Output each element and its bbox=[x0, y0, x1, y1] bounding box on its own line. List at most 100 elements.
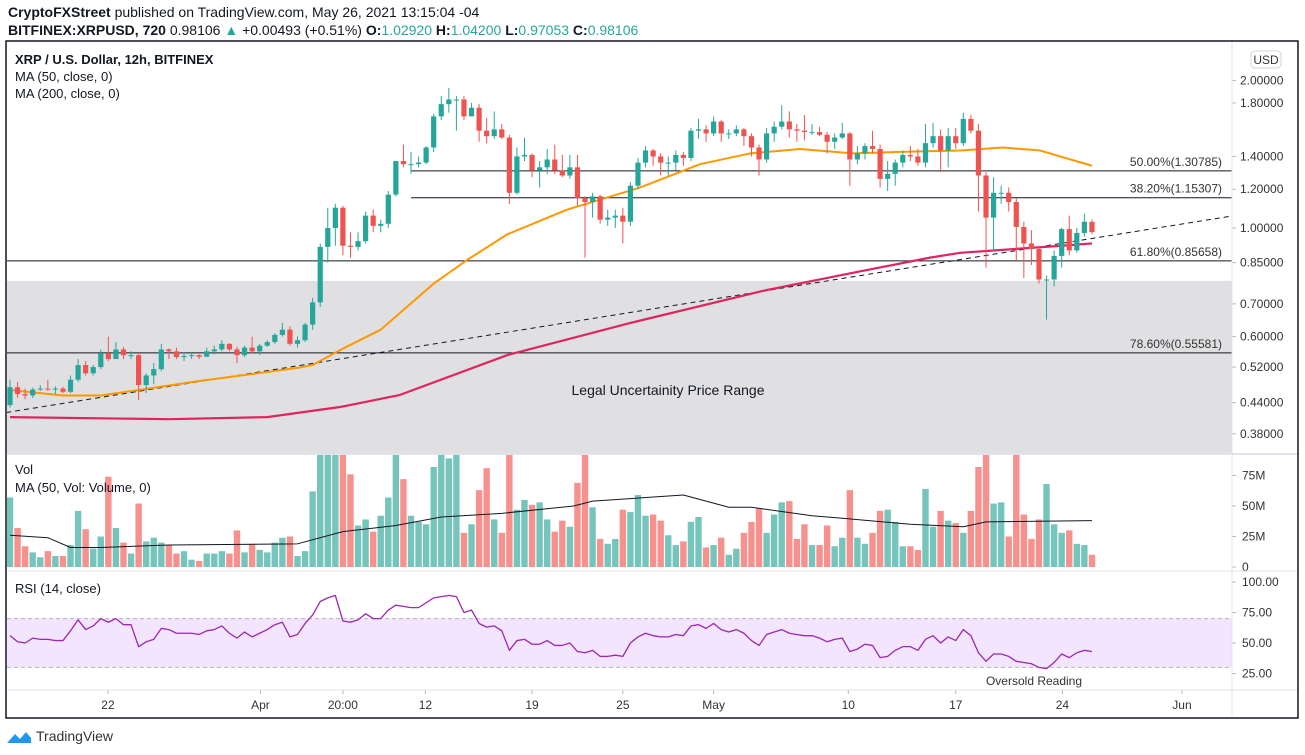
candle bbox=[552, 144, 558, 174]
candle bbox=[438, 96, 444, 121]
volume-bar bbox=[377, 515, 384, 567]
volume-bar bbox=[256, 549, 263, 567]
candle-body bbox=[892, 162, 898, 174]
volume-bar bbox=[627, 512, 634, 567]
candle bbox=[128, 351, 134, 360]
candle-body bbox=[120, 349, 127, 356]
published-text: published on TradingView.com, May 26, 20… bbox=[114, 4, 480, 20]
candle bbox=[771, 121, 777, 142]
legend-ma200[interactable]: MA (200, close, 0) bbox=[15, 86, 120, 101]
candle-body bbox=[143, 375, 149, 386]
volume-bar bbox=[884, 509, 891, 567]
chart-frame bbox=[5, 40, 1299, 719]
candle-body bbox=[453, 99, 459, 101]
candle bbox=[355, 232, 361, 251]
volume-bar bbox=[665, 535, 672, 567]
volume-bar bbox=[642, 515, 649, 567]
candle-body bbox=[794, 129, 800, 131]
candle bbox=[249, 336, 255, 354]
open-label: O: bbox=[365, 22, 382, 38]
time-axis-label: 10 bbox=[842, 698, 856, 712]
volume-bar bbox=[997, 502, 1005, 567]
price-axis-label: 0.44000 bbox=[1240, 396, 1284, 410]
candle-body bbox=[854, 153, 860, 160]
legend-vol[interactable]: Vol bbox=[15, 462, 33, 477]
volume-bar bbox=[543, 519, 551, 567]
volume-axis-label: 50M bbox=[1242, 499, 1265, 513]
price-axis-label: 0.85000 bbox=[1240, 256, 1284, 270]
volume-bar bbox=[271, 542, 279, 567]
volume-bar bbox=[369, 531, 377, 567]
currency-badge[interactable] bbox=[1250, 50, 1282, 69]
candle bbox=[219, 340, 225, 352]
tradingview-logo[interactable]: TradingView bbox=[6, 728, 113, 744]
volume-bar bbox=[786, 501, 793, 567]
fib-label: 61.80%(0.85658) bbox=[1130, 245, 1222, 259]
candle-body bbox=[83, 365, 89, 374]
time-axis-label: 19 bbox=[525, 698, 539, 712]
volume-bar bbox=[339, 455, 347, 567]
candle bbox=[204, 347, 210, 358]
volume-bar bbox=[491, 519, 498, 567]
candle-body bbox=[499, 129, 505, 138]
volume-bar bbox=[695, 516, 702, 567]
candle bbox=[317, 243, 323, 307]
candle-body bbox=[355, 241, 361, 247]
candle bbox=[786, 111, 792, 138]
candle-body bbox=[1081, 221, 1087, 233]
candle-body bbox=[582, 198, 588, 203]
candle-body bbox=[695, 129, 702, 131]
candle-body bbox=[468, 107, 475, 117]
candle-body bbox=[605, 217, 611, 220]
volume-bar bbox=[619, 509, 627, 567]
volume-bar bbox=[150, 537, 157, 567]
candle-body bbox=[567, 167, 573, 176]
rsi-axis-label: 100.00 bbox=[1242, 575, 1279, 589]
candle bbox=[809, 124, 815, 135]
volume-bar bbox=[536, 502, 543, 567]
candle bbox=[1089, 219, 1095, 235]
candle bbox=[302, 322, 308, 343]
price-axis-label: 1.00000 bbox=[1240, 221, 1284, 235]
candle-body bbox=[45, 388, 51, 390]
candle-body bbox=[589, 196, 596, 203]
volume-bar bbox=[1043, 484, 1050, 567]
candle bbox=[642, 146, 649, 168]
zone-label: Legal Uncertainity Price Range bbox=[572, 382, 765, 398]
candle bbox=[695, 118, 702, 139]
volume-bar bbox=[52, 556, 59, 567]
candle bbox=[718, 120, 724, 142]
candle bbox=[484, 117, 490, 144]
volume-bar bbox=[657, 520, 664, 567]
legend-rsi[interactable]: RSI (14, close) bbox=[15, 581, 101, 596]
candle bbox=[756, 144, 762, 176]
candle-body bbox=[128, 355, 134, 357]
legend-vol-ma[interactable]: MA (50, Vol: Volume, 0) bbox=[15, 480, 151, 495]
candle-body bbox=[612, 215, 618, 218]
volume-bar bbox=[407, 515, 415, 567]
candle-body bbox=[839, 133, 845, 138]
volume-bar bbox=[324, 455, 331, 567]
candle bbox=[181, 352, 187, 362]
legend-ma50[interactable]: MA (50, close, 0) bbox=[15, 69, 113, 84]
volume-bar bbox=[922, 488, 929, 567]
price-change: +0.00493 (+0.51%) bbox=[242, 22, 362, 38]
candle-body bbox=[711, 121, 717, 134]
candle-body bbox=[370, 215, 376, 226]
candle bbox=[930, 122, 936, 148]
candle bbox=[476, 104, 482, 142]
candle-body bbox=[431, 116, 437, 148]
candle bbox=[680, 151, 686, 166]
volume-bar bbox=[1066, 530, 1073, 567]
volume-bar bbox=[165, 545, 173, 567]
publisher-name[interactable]: CryptoFXStreet bbox=[8, 4, 111, 20]
volume-bar bbox=[180, 551, 188, 567]
candle bbox=[332, 203, 338, 246]
candle-body bbox=[325, 228, 331, 247]
volume-bar bbox=[1028, 538, 1035, 567]
symbol-label: BITFINEX:XRPUSD, 720 bbox=[8, 22, 166, 38]
candle bbox=[370, 209, 376, 233]
volume-bar bbox=[453, 455, 460, 567]
time-axis-label: Apr bbox=[251, 698, 270, 712]
